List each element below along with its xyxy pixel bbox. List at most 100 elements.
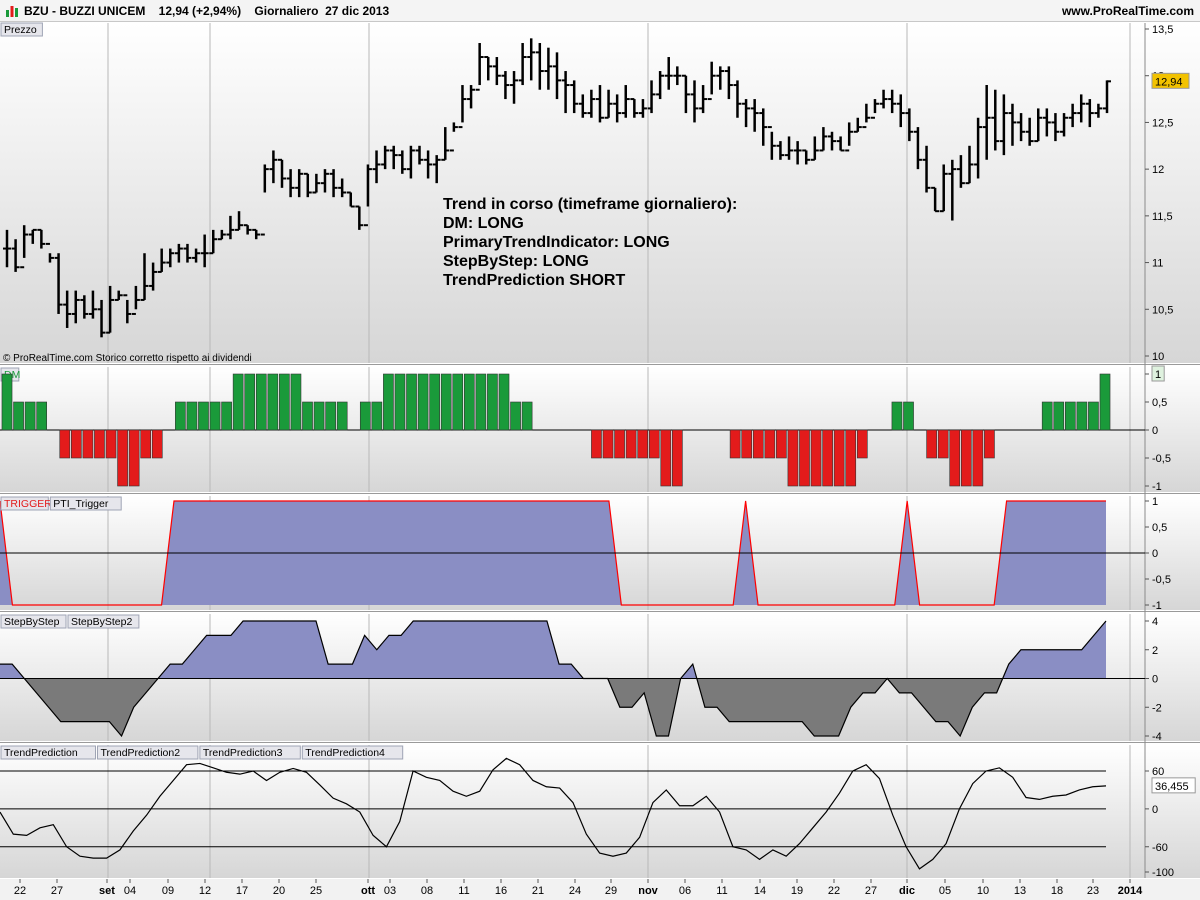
y-tick-label: 0 — [1152, 548, 1158, 560]
dm-bar — [984, 429, 995, 459]
dm-bar — [972, 429, 984, 487]
dm-bar — [891, 401, 903, 431]
dm-bar — [82, 429, 94, 459]
dm-bar — [221, 401, 232, 431]
dm-bar — [325, 401, 336, 431]
y-tick-label: 11,5 — [1152, 211, 1173, 223]
dm-bar — [672, 429, 683, 487]
y-tick-label: -100 — [1152, 867, 1174, 879]
x-tick-label: 06 — [679, 885, 691, 897]
x-axis-band — [0, 879, 1200, 900]
x-tick-label: 05 — [939, 885, 951, 897]
y-tick-label: -60 — [1152, 842, 1168, 854]
last-value-tag — [1151, 777, 1196, 794]
dm-bar — [255, 373, 267, 431]
dm-bar — [279, 373, 290, 431]
panel-background — [0, 745, 1200, 878]
y-tick-label: -2 — [1152, 702, 1162, 714]
x-tick-label: 20 — [273, 885, 285, 897]
dm-bar — [799, 429, 810, 487]
last-value-label: 1 — [1155, 369, 1161, 381]
dm-bar — [752, 429, 764, 459]
dm-bar — [510, 401, 521, 431]
x-tick-label: 16 — [495, 885, 507, 897]
dm-bar — [175, 401, 186, 431]
dm-bar — [198, 401, 209, 431]
panel-background — [0, 23, 1200, 363]
y-tick-label: 12,5 — [1152, 117, 1173, 129]
dm-bar — [1064, 401, 1076, 431]
stepbystep-positive-area — [0, 621, 1106, 679]
dm-bar — [186, 401, 198, 431]
last-value-label: 12,94 — [1155, 76, 1183, 88]
dm-bar — [13, 401, 24, 431]
y-tick-label: -0,5 — [1152, 453, 1171, 465]
chart-date: 27 dic 2013 — [325, 4, 390, 18]
trend-annotation-line: Trend in corso (timeframe giornaliero): — [443, 196, 737, 213]
dm-bar — [764, 429, 776, 459]
dm-bar — [498, 373, 510, 431]
indicator-label: StepByStep2 — [71, 616, 132, 628]
x-tick-label: 10 — [977, 885, 989, 897]
brand-link[interactable]: www.ProRealTime.com — [1061, 4, 1194, 18]
trend-annotation-line: PrimaryTrendIndicator: LONG — [443, 234, 670, 251]
indicator-label: TrendPrediction4 — [305, 747, 385, 759]
dm-bar — [1, 373, 13, 431]
dm-bar — [117, 429, 128, 487]
dm-bar — [140, 429, 152, 459]
dm-bar — [926, 429, 937, 459]
dm-bar — [371, 401, 383, 431]
x-tick-label: 29 — [605, 885, 617, 897]
y-tick-label: 10,5 — [1152, 304, 1173, 316]
x-tick-label: nov — [638, 885, 658, 897]
dm-bar — [602, 429, 614, 459]
dm-bar — [475, 373, 487, 431]
dm-bar — [776, 429, 787, 459]
dm-bar — [487, 373, 498, 431]
last-value-tag — [1151, 365, 1165, 382]
dm-bar — [94, 429, 105, 459]
x-tick-label: 09 — [162, 885, 174, 897]
x-tick-label: set — [99, 885, 115, 897]
trendprediction-line — [0, 757, 1107, 870]
y-tick-label: 4 — [1152, 616, 1158, 628]
dm-bar — [383, 373, 394, 431]
x-tick-label: 08 — [421, 885, 433, 897]
dm-bar — [637, 429, 649, 459]
stepbystep-negative-area — [0, 678, 1106, 736]
y-tick-label: -1 — [1152, 481, 1162, 493]
dm-bar — [394, 373, 406, 431]
indicator-label-box — [0, 614, 67, 629]
x-tick-label: 18 — [1051, 885, 1063, 897]
chart-title: BZU - BUZZI UNICEM 12,94 (+2,94%) Giorna… — [24, 4, 389, 18]
dm-bar — [648, 429, 660, 459]
trend-annotation-line: StepByStep: LONG — [443, 253, 589, 270]
dm-bar — [232, 373, 244, 431]
last-price: 12,94 (+2,94%) — [158, 4, 242, 18]
x-tick-label: 14 — [754, 885, 766, 897]
y-tick-label: 2 — [1152, 645, 1158, 657]
y-tick-label: 0 — [1152, 425, 1158, 437]
chart-titlebar: BZU - BUZZI UNICEM 12,94 (+2,94%) Giorna… — [0, 0, 1200, 22]
symbol-name: BZU - BUZZI UNICEM — [24, 4, 146, 18]
x-tick-label: 2014 — [1118, 885, 1143, 897]
indicator-label-box — [0, 745, 96, 760]
dm-bar — [313, 401, 325, 431]
x-tick-label: 13 — [1014, 885, 1026, 897]
dm-bar — [267, 373, 279, 431]
dm-bar — [1053, 401, 1065, 431]
indicator-label-box — [67, 614, 140, 629]
indicator-label: TrendPrediction2 — [101, 747, 181, 759]
last-value-label: 36,455 — [1155, 781, 1189, 793]
x-tick-label: 17 — [236, 885, 248, 897]
dm-bar — [151, 429, 163, 459]
dm-bar — [429, 373, 440, 431]
y-tick-label: 13,5 — [1152, 24, 1173, 36]
indicator-line — [0, 500, 1106, 606]
dm-bar — [949, 429, 961, 487]
indicator-label: TRIGGER — [4, 498, 52, 510]
dm-bar — [1076, 401, 1088, 431]
dm-bar — [1041, 401, 1053, 431]
y-tick-label: -0,5 — [1152, 574, 1171, 586]
